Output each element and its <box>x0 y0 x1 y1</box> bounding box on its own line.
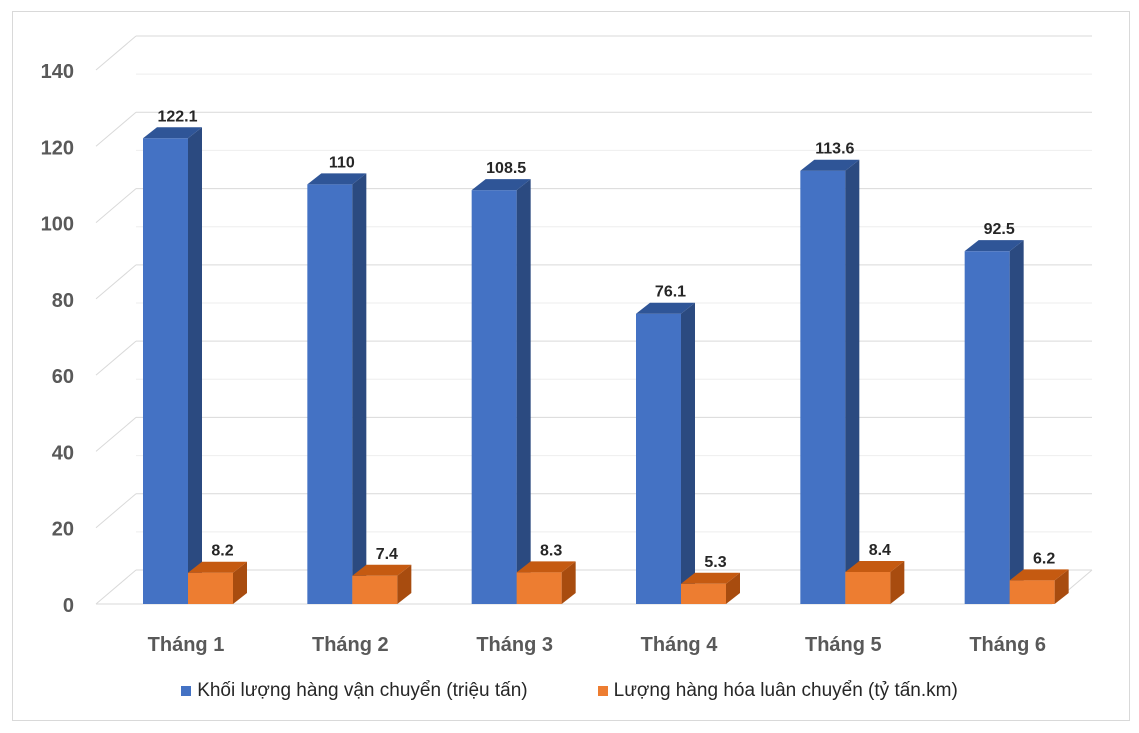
data-label-series-2-cat-1: 8.2 <box>211 543 233 560</box>
bar-series-2-cat-2 <box>352 575 398 604</box>
y-tick-label: 80 <box>52 290 74 312</box>
bar-side-series-2-cat-5 <box>890 560 905 604</box>
data-label-series-2-cat-5: 8.4 <box>869 542 891 559</box>
bar-top-series-2-cat-1 <box>188 561 247 573</box>
y-tick-label: 60 <box>52 366 74 388</box>
x-tick-label-4: Tháng 4 <box>641 634 719 656</box>
bar-side-series-2-cat-4 <box>726 572 740 604</box>
bar-top-series-1-cat-6 <box>964 240 1024 252</box>
bar-series-1-cat-1 <box>143 138 188 605</box>
legend-label-series-1: Khối lượng hàng vận chuyển (triệu tấn) <box>197 680 528 701</box>
data-label-series-1-cat-5: 113.6 <box>815 141 854 158</box>
data-label-series-2-cat-3: 8.3 <box>540 542 562 559</box>
gridline-depth <box>95 493 137 529</box>
bar-side-series-1-cat-3 <box>516 179 531 604</box>
y-tick-label: 120 <box>41 137 74 159</box>
bar-top-series-2-cat-5 <box>845 560 905 572</box>
x-tick-label-6: Tháng 6 <box>969 634 1046 656</box>
bar-side-series-1-cat-1 <box>188 127 202 605</box>
data-label-series-1-cat-4: 76.1 <box>655 284 686 301</box>
x-tick-label-1: Tháng 1 <box>148 634 225 656</box>
data-label-series-1-cat-2: 110 <box>329 154 355 171</box>
bar-series-2-cat-5 <box>845 571 891 604</box>
legend: Khối lượng hàng vận chuyển (triệu tấn) L… <box>0 680 1139 702</box>
gridline-depth <box>95 569 137 605</box>
bar-series-2-cat-4 <box>681 583 726 604</box>
bar-top-series-1-cat-4 <box>636 302 695 314</box>
gridline-depth <box>95 35 137 71</box>
bar-top-series-2-cat-4 <box>681 572 740 584</box>
bar-top-series-1-cat-1 <box>143 127 202 139</box>
gridline-depth <box>95 340 137 376</box>
bar-series-1-cat-2 <box>307 184 353 604</box>
bar-side-series-2-cat-2 <box>397 564 412 604</box>
y-tick-label: 140 <box>41 61 74 83</box>
bar-top-series-1-cat-3 <box>471 179 531 191</box>
data-label-series-1-cat-1: 122.1 <box>157 108 197 125</box>
y-tick-label: 0 <box>63 595 74 617</box>
gridline-depth <box>95 111 137 147</box>
x-tick-label-5: Tháng 5 <box>805 634 882 656</box>
bar-side-series-1-cat-6 <box>1009 240 1024 604</box>
bar-series-1-cat-4 <box>636 313 681 604</box>
bar-side-series-2-cat-6 <box>1054 569 1069 604</box>
bar-top-series-2-cat-2 <box>352 564 412 576</box>
bar-side-series-2-cat-1 <box>233 561 247 604</box>
x-tick-label-3: Tháng 3 <box>476 634 553 656</box>
legend-item-series-2: Lượng hàng hóa luân chuyển (tỷ tấn.km) <box>597 680 958 702</box>
bar-top-series-2-cat-3 <box>516 561 576 573</box>
gridline-depth <box>95 188 137 223</box>
data-label-series-2-cat-4: 5.3 <box>704 554 726 571</box>
bar-series-2-cat-3 <box>516 572 562 604</box>
bar-side-series-1-cat-2 <box>352 173 367 604</box>
gridline-depth <box>95 264 137 300</box>
x-tick-label-2: Tháng 2 <box>312 634 389 656</box>
data-label-series-1-cat-6: 92.5 <box>984 221 1015 238</box>
legend-swatch-series-2 <box>597 686 608 696</box>
y-tick-label: 100 <box>41 214 74 236</box>
gridline-depth <box>95 417 137 452</box>
bar-side-series-2-cat-3 <box>561 561 576 604</box>
bar-series-1-cat-6 <box>964 251 1010 604</box>
legend-swatch-series-1 <box>181 686 192 696</box>
bar-series-2-cat-6 <box>1009 580 1055 604</box>
bar-series-1-cat-5 <box>800 170 846 604</box>
bar-series-2-cat-1 <box>188 572 233 604</box>
data-label-series-1-cat-3: 108.5 <box>486 160 526 177</box>
legend-item-series-1: Khối lượng hàng vận chuyển (triệu tấn) <box>181 680 528 702</box>
y-tick-label: 20 <box>52 519 74 541</box>
data-label-series-2-cat-6: 6.2 <box>1033 550 1055 567</box>
bar-series-1-cat-3 <box>471 190 517 604</box>
data-label-series-2-cat-2: 7.4 <box>376 546 398 563</box>
bar-top-series-2-cat-6 <box>1009 569 1069 581</box>
bar-side-series-1-cat-5 <box>845 159 860 604</box>
bar-top-series-1-cat-2 <box>307 173 367 185</box>
bar-top-series-1-cat-5 <box>800 159 860 171</box>
bar-side-series-1-cat-4 <box>681 302 695 604</box>
y-tick-label: 40 <box>52 442 74 464</box>
legend-label-series-2: Lượng hàng hóa luân chuyển (tỷ tấn.km) <box>613 680 958 701</box>
